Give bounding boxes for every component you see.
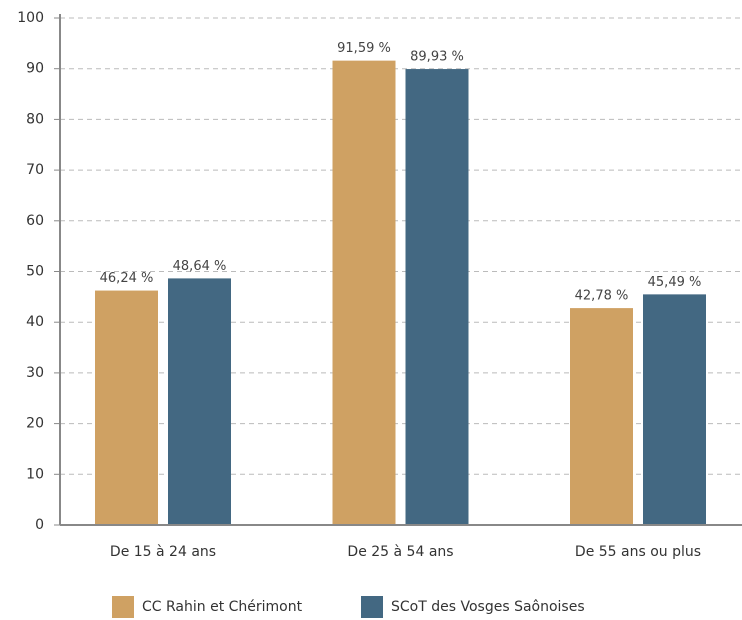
- y-tick-label: 90: [26, 61, 44, 77]
- bar: [405, 69, 469, 525]
- y-tick-label: 20: [26, 416, 44, 432]
- value-label: 46,24 %: [100, 271, 154, 286]
- legend-label: SCoT des Vosges Saônoises: [391, 599, 585, 615]
- value-label: 91,59 %: [337, 41, 391, 56]
- y-tick-label: 50: [26, 264, 44, 280]
- y-tick-label: 100: [17, 10, 44, 26]
- y-tick-label: 40: [26, 314, 44, 330]
- bar: [168, 278, 231, 525]
- x-tick-label: De 55 ans ou plus: [575, 544, 701, 560]
- value-label: 89,93 %: [410, 50, 464, 65]
- bar: [570, 308, 633, 525]
- y-tick-label: 10: [26, 466, 44, 482]
- legend-swatch: [112, 596, 134, 618]
- x-tick-label: De 15 à 24 ans: [110, 544, 216, 560]
- value-label: 42,78 %: [575, 289, 629, 304]
- legend-label: CC Rahin et Chérimont: [142, 599, 303, 615]
- y-tick-label: 0: [35, 517, 44, 533]
- y-tick-label: 80: [26, 111, 44, 127]
- y-tick-label: 60: [26, 213, 44, 229]
- value-label: 45,49 %: [648, 275, 702, 290]
- bar: [95, 290, 158, 525]
- bar: [332, 60, 396, 525]
- y-tick-label: 30: [26, 365, 44, 381]
- x-tick-label: De 25 à 54 ans: [347, 544, 453, 560]
- bar: [643, 294, 706, 525]
- y-tick-label: 70: [26, 162, 44, 178]
- value-label: 48,64 %: [173, 259, 227, 274]
- legend-swatch: [361, 596, 383, 618]
